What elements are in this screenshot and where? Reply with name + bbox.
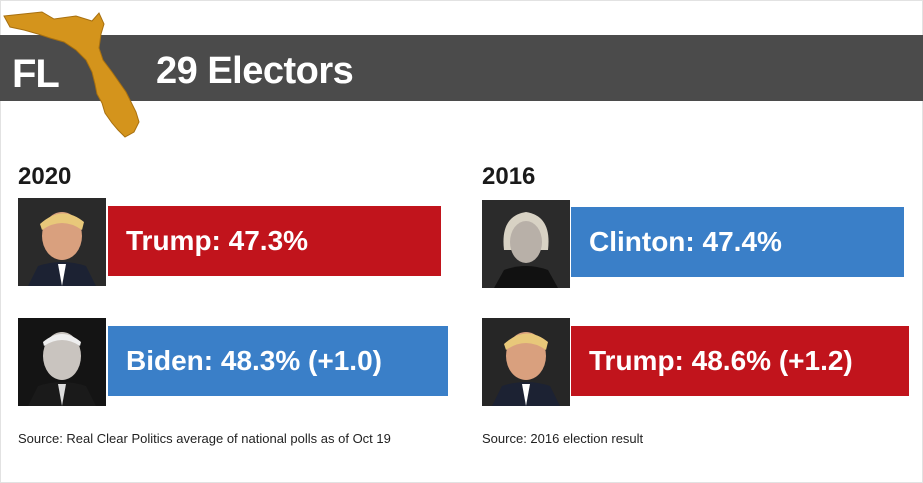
year-2016-heading: 2016: [482, 163, 536, 190]
source-2020: Source: Real Clear Politics average of n…: [18, 431, 391, 446]
bar-trump-2020: Trump: 47.3%: [108, 206, 441, 276]
bar-biden-2020: Biden: 48.3% (+1.0): [108, 326, 448, 396]
bar-label-clinton-2016: Clinton: 47.4%: [589, 226, 782, 257]
florida-map-icon: [3, 11, 140, 138]
bar-label-trump-2016: Trump: 48.6% (+1.2): [589, 345, 853, 376]
bar-clinton-2016: Clinton: 47.4%: [571, 207, 904, 277]
year-2020-heading: 2020: [18, 163, 72, 190]
bar-label-biden-2020: Biden: 48.3% (+1.0): [126, 345, 382, 376]
electors-title: 29 Electors: [156, 50, 354, 92]
source-2016: Source: 2016 election result: [482, 431, 644, 446]
trump-photo-2020: [18, 198, 106, 286]
header-banner: [0, 35, 923, 101]
biden-photo-2020: [18, 318, 106, 406]
trump-photo-2016: [482, 318, 570, 406]
bar-trump-2016: Trump: 48.6% (+1.2): [571, 326, 909, 396]
bar-label-trump-2020: Trump: 47.3%: [126, 225, 309, 256]
state-abbreviation: FL: [12, 52, 60, 96]
clinton-photo-2016: [482, 200, 570, 288]
